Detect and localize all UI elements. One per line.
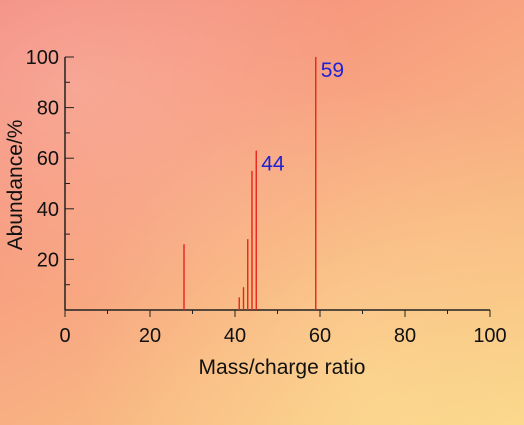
x-axis-title: Mass/charge ratio [199,356,366,379]
x-tick-label: 0 [59,325,70,347]
x-tick-label: 20 [139,325,161,347]
y-tick-label: 100 [26,47,59,69]
x-tick-label: 80 [394,325,416,347]
y-tick-label: 40 [37,199,59,221]
peak-label: 44 [261,153,285,176]
x-tick-label: 60 [309,325,331,347]
y-tick-label: 20 [37,249,59,271]
labels: 44 59 [261,59,344,176]
y-axis-title: Abundance/% [4,120,27,251]
peaks [183,57,317,310]
peak-label: 59 [321,59,344,82]
y-tick-label: 80 [37,98,59,120]
x-tick-label: 100 [473,325,506,347]
x-tick-label: 40 [224,325,246,347]
y-tick-label: 60 [37,148,59,170]
axes: 0 20 40 60 80 100 20 40 60 80 100 [26,47,507,347]
